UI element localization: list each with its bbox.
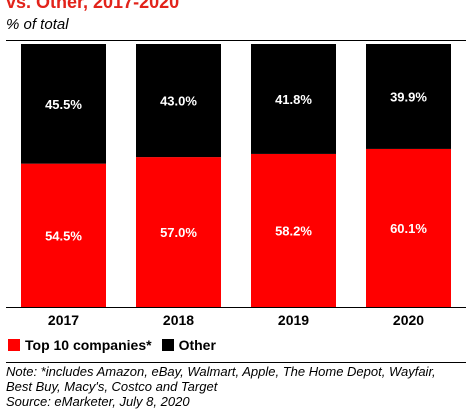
- legend-swatch-other: [161, 339, 174, 351]
- legend-item-top10: Top 10 companies*: [8, 337, 152, 353]
- bar-segment-top10: [21, 163, 106, 307]
- bottom-divider: [6, 362, 466, 363]
- legend-label-other: Other: [178, 337, 216, 353]
- chart-subtitle: % of total: [6, 16, 69, 33]
- data-label: 60.1%: [390, 221, 427, 236]
- source-note: Note: *includes Amazon, eBay, Walmart, A…: [6, 364, 468, 409]
- data-label: 43.0%: [160, 94, 197, 109]
- data-label: 54.5%: [45, 228, 82, 243]
- bar-segment-top10: [366, 148, 451, 307]
- data-label: 58.2%: [275, 223, 312, 238]
- data-label: 57.0%: [160, 225, 197, 240]
- x-tick-label: 2017: [48, 312, 79, 328]
- bar-segment-top10: [251, 153, 336, 307]
- bar-segment-top10: [136, 157, 221, 307]
- chart-title: vs. Other, 2017-2020: [6, 0, 180, 12]
- top-divider: [6, 40, 466, 41]
- legend-label-top10: Top 10 companies*: [25, 337, 152, 353]
- data-label: 41.8%: [275, 92, 312, 107]
- x-tick-label: 2018: [163, 312, 194, 328]
- source-line: Source: eMarketer, July 8, 2020: [6, 394, 190, 409]
- stacked-bar-chart: 54.5% 45.5% 2017 57.0% 43.0% 2018 58.2% 41.8% 20…: [6, 44, 466, 328]
- bar-segment-other: [251, 44, 336, 154]
- bar-segment-other: [136, 44, 221, 158]
- note-line: Note: *includes Amazon, eBay, Walmart, A…: [6, 364, 436, 379]
- data-label: 39.9%: [390, 89, 427, 104]
- bar-segment-other: [21, 44, 106, 164]
- note-line: Best Buy, Macy's, Costco and Target: [6, 379, 218, 394]
- legend-swatch-top10: [8, 339, 20, 351]
- legend-item-other: Other: [161, 337, 216, 353]
- chart-legend: Top 10 companies* Other: [8, 336, 216, 354]
- bar-segment-other: [366, 44, 451, 149]
- data-label: 45.5%: [45, 97, 82, 112]
- x-tick-label: 2019: [278, 312, 309, 328]
- x-tick-label: 2020: [393, 312, 424, 328]
